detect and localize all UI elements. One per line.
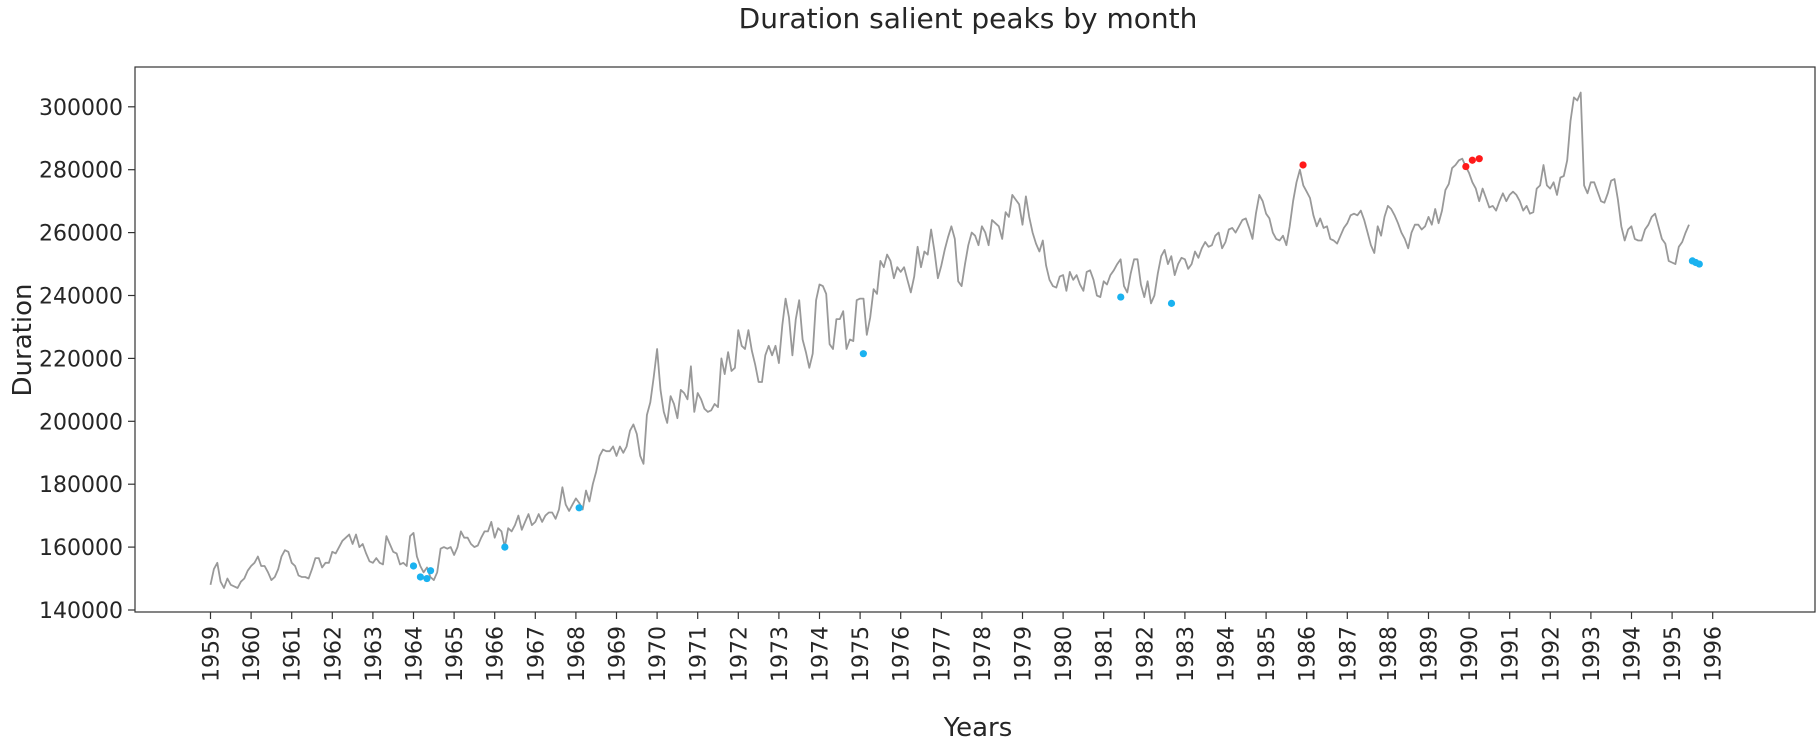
low-peak-point — [575, 504, 583, 512]
x-tick-label: 1995 — [1661, 626, 1686, 682]
high-peak-point — [1468, 156, 1476, 164]
x-tick-label: 1990 — [1458, 626, 1483, 682]
x-tick-label: 1964 — [403, 626, 428, 682]
y-tick-label: 240000 — [39, 285, 123, 310]
y-tick-label: 220000 — [39, 347, 123, 372]
x-tick-label: 1962 — [321, 626, 346, 682]
y-tick-label: 140000 — [39, 599, 123, 624]
low-peak-point — [426, 567, 435, 575]
low-peak-point — [1117, 293, 1125, 301]
y-tick-label: 300000 — [39, 96, 123, 121]
high-peak-point — [1299, 161, 1307, 169]
peak-markers — [409, 155, 1703, 583]
x-tick-label: 1993 — [1580, 626, 1605, 682]
x-axis-label: Years — [943, 713, 1013, 743]
y-tick-label: 160000 — [39, 536, 123, 561]
y-tick-label: 180000 — [39, 473, 123, 498]
low-peak-point — [1167, 299, 1176, 307]
series-line — [209, 91, 1690, 589]
x-tick-label: 1965 — [443, 626, 468, 682]
x-tick-label: 1976 — [890, 626, 915, 682]
low-peak-point — [501, 543, 509, 551]
high-peak-point — [1475, 155, 1483, 163]
y-tick-label: 200000 — [39, 410, 123, 435]
x-tick-label: 1985 — [1255, 626, 1280, 682]
x-tick-label: 1969 — [606, 626, 631, 682]
y-axis: 140000 160000 180000 200000 220000 240000 2600… — [39, 96, 135, 624]
x-tick-label: 1989 — [1418, 626, 1443, 682]
x-tick-label: 1977 — [930, 626, 955, 682]
x-tick-label: 1979 — [1012, 626, 1037, 682]
low-peak-point — [409, 562, 418, 570]
x-tick-label: 1960 — [240, 626, 265, 682]
x-tick-label: 1963 — [362, 626, 387, 682]
x-tick-label: 1984 — [1215, 626, 1240, 682]
x-tick-label: 1973 — [768, 626, 793, 682]
chart-title: Duration salient peaks by month — [739, 2, 1198, 35]
x-tick-label: 1982 — [1133, 626, 1158, 682]
x-tick-label: 1978 — [971, 626, 996, 682]
x-tick-label: 1996 — [1702, 626, 1727, 682]
low-peak-point — [859, 350, 867, 358]
x-axis: 1959 1960 1961 1962 1963 1964 1965 1966 1967 1968… — [200, 612, 1727, 682]
plot-frame — [134, 66, 1816, 613]
x-tick-label: 1972 — [727, 626, 752, 682]
x-tick-label: 1968 — [565, 626, 590, 682]
low-peak-point — [423, 574, 431, 583]
x-tick-label: 1983 — [1174, 626, 1199, 682]
x-tick-label: 1959 — [200, 626, 225, 682]
x-tick-label: 1975 — [849, 626, 874, 682]
x-tick-label: 1970 — [646, 626, 671, 682]
x-tick-label: 1991 — [1499, 626, 1524, 682]
x-tick-label: 1966 — [484, 626, 509, 682]
y-axis-label: Duration — [8, 284, 38, 397]
x-tick-label: 1980 — [1052, 626, 1077, 682]
x-tick-label: 1971 — [687, 626, 712, 682]
x-tick-label: 1967 — [524, 626, 549, 682]
x-tick-label: 1961 — [281, 626, 306, 682]
x-tick-label: 1988 — [1377, 626, 1402, 682]
x-tick-label: 1994 — [1621, 626, 1646, 682]
low-peak-point — [1695, 260, 1703, 268]
x-tick-label: 1986 — [1296, 626, 1321, 682]
x-tick-label: 1987 — [1336, 626, 1361, 682]
x-tick-label: 1992 — [1539, 626, 1564, 682]
y-tick-label: 260000 — [39, 222, 123, 247]
y-tick-label: 280000 — [39, 159, 123, 184]
x-tick-label: 1981 — [1093, 626, 1118, 682]
high-peak-point — [1462, 162, 1470, 171]
x-tick-label: 1974 — [809, 626, 834, 682]
low-peak-point — [416, 573, 425, 581]
